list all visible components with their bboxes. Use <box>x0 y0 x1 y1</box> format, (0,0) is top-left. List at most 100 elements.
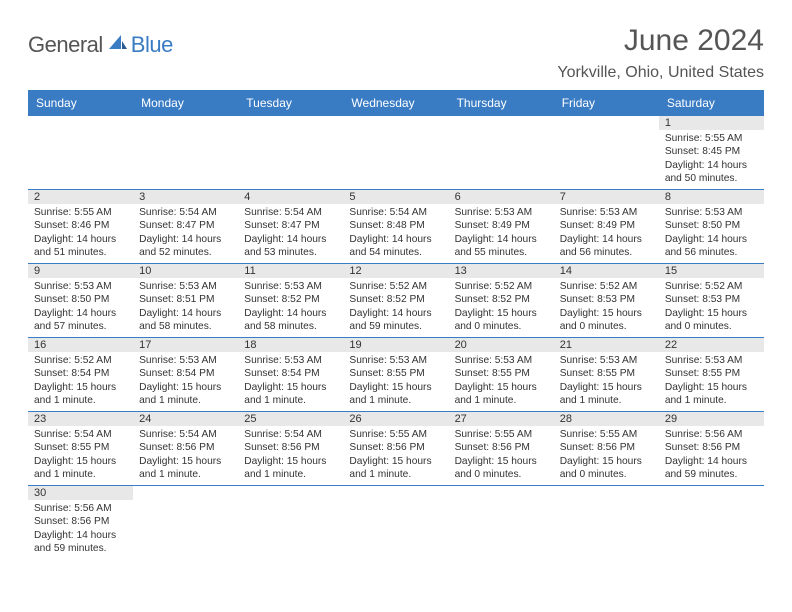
day-cell: 16Sunrise: 5:52 AMSunset: 8:54 PMDayligh… <box>28 338 133 411</box>
daylight-text: and 59 minutes. <box>665 468 758 481</box>
daylight-text: and 0 minutes. <box>455 320 548 333</box>
day-number <box>343 116 448 130</box>
day-number <box>449 116 554 130</box>
day-number <box>659 486 764 500</box>
day-number: 9 <box>28 264 133 278</box>
sunset-text: Sunset: 8:56 PM <box>665 441 758 454</box>
day-cell: 4Sunrise: 5:54 AMSunset: 8:47 PMDaylight… <box>238 190 343 263</box>
daylight-text: and 1 minute. <box>455 394 548 407</box>
location: Yorkville, Ohio, United States <box>557 64 764 82</box>
day-cell <box>133 116 238 189</box>
sunrise-text: Sunrise: 5:55 AM <box>349 428 442 441</box>
day-details: Sunrise: 5:53 AMSunset: 8:55 PMDaylight:… <box>343 352 448 411</box>
sunrise-text: Sunrise: 5:53 AM <box>560 354 653 367</box>
day-details <box>554 500 659 558</box>
day-details: Sunrise: 5:54 AMSunset: 8:48 PMDaylight:… <box>343 204 448 263</box>
daylight-text: and 57 minutes. <box>34 320 127 333</box>
daylight-text: Daylight: 15 hours <box>244 455 337 468</box>
day-number: 13 <box>449 264 554 278</box>
sunset-text: Sunset: 8:56 PM <box>34 515 127 528</box>
week-row: 9Sunrise: 5:53 AMSunset: 8:50 PMDaylight… <box>28 264 764 338</box>
day-number: 6 <box>449 190 554 204</box>
daylight-text: and 1 minute. <box>349 394 442 407</box>
daylight-text: and 1 minute. <box>139 394 232 407</box>
day-number: 8 <box>659 190 764 204</box>
day-cell: 14Sunrise: 5:52 AMSunset: 8:53 PMDayligh… <box>554 264 659 337</box>
day-cell: 23Sunrise: 5:54 AMSunset: 8:55 PMDayligh… <box>28 412 133 485</box>
day-number <box>554 486 659 500</box>
sunset-text: Sunset: 8:54 PM <box>139 367 232 380</box>
sunrise-text: Sunrise: 5:53 AM <box>244 280 337 293</box>
day-details: Sunrise: 5:54 AMSunset: 8:47 PMDaylight:… <box>133 204 238 263</box>
sunset-text: Sunset: 8:55 PM <box>349 367 442 380</box>
day-cell <box>449 486 554 559</box>
day-details: Sunrise: 5:53 AMSunset: 8:54 PMDaylight:… <box>238 352 343 411</box>
day-details: Sunrise: 5:55 AMSunset: 8:56 PMDaylight:… <box>449 426 554 485</box>
daylight-text: and 1 minute. <box>34 468 127 481</box>
day-number: 5 <box>343 190 448 204</box>
daylight-text: and 1 minute. <box>349 468 442 481</box>
daylight-text: Daylight: 15 hours <box>139 381 232 394</box>
day-details <box>133 500 238 558</box>
daylight-text: and 0 minutes. <box>455 468 548 481</box>
day-cell <box>28 116 133 189</box>
day-details: Sunrise: 5:53 AMSunset: 8:55 PMDaylight:… <box>554 352 659 411</box>
weekday-header: Thursday <box>449 90 554 116</box>
calendar: Sunday Monday Tuesday Wednesday Thursday… <box>28 90 764 559</box>
day-cell: 21Sunrise: 5:53 AMSunset: 8:55 PMDayligh… <box>554 338 659 411</box>
day-details: Sunrise: 5:53 AMSunset: 8:49 PMDaylight:… <box>449 204 554 263</box>
weekday-row: Sunday Monday Tuesday Wednesday Thursday… <box>28 90 764 116</box>
day-cell: 18Sunrise: 5:53 AMSunset: 8:54 PMDayligh… <box>238 338 343 411</box>
sunrise-text: Sunrise: 5:55 AM <box>560 428 653 441</box>
daylight-text: Daylight: 14 hours <box>665 159 758 172</box>
daylight-text: and 50 minutes. <box>665 172 758 185</box>
sunrise-text: Sunrise: 5:53 AM <box>34 280 127 293</box>
daylight-text: Daylight: 15 hours <box>560 381 653 394</box>
day-details <box>238 500 343 558</box>
daylight-text: and 52 minutes. <box>139 246 232 259</box>
day-cell: 26Sunrise: 5:55 AMSunset: 8:56 PMDayligh… <box>343 412 448 485</box>
weekday-header: Friday <box>554 90 659 116</box>
day-details <box>343 500 448 558</box>
day-cell: 2Sunrise: 5:55 AMSunset: 8:46 PMDaylight… <box>28 190 133 263</box>
daylight-text: and 55 minutes. <box>455 246 548 259</box>
day-details: Sunrise: 5:52 AMSunset: 8:53 PMDaylight:… <box>659 278 764 337</box>
sunset-text: Sunset: 8:47 PM <box>244 219 337 232</box>
sunset-text: Sunset: 8:46 PM <box>34 219 127 232</box>
day-cell: 12Sunrise: 5:52 AMSunset: 8:52 PMDayligh… <box>343 264 448 337</box>
daylight-text: Daylight: 14 hours <box>665 455 758 468</box>
day-cell: 22Sunrise: 5:53 AMSunset: 8:55 PMDayligh… <box>659 338 764 411</box>
sunset-text: Sunset: 8:45 PM <box>665 145 758 158</box>
day-details: Sunrise: 5:54 AMSunset: 8:47 PMDaylight:… <box>238 204 343 263</box>
week-row: 16Sunrise: 5:52 AMSunset: 8:54 PMDayligh… <box>28 338 764 412</box>
day-number <box>449 486 554 500</box>
logo-text-general: General <box>28 32 103 58</box>
sunrise-text: Sunrise: 5:53 AM <box>665 206 758 219</box>
daylight-text: Daylight: 14 hours <box>34 233 127 246</box>
daylight-text: Daylight: 14 hours <box>349 233 442 246</box>
sunrise-text: Sunrise: 5:53 AM <box>665 354 758 367</box>
sunset-text: Sunset: 8:52 PM <box>349 293 442 306</box>
sunrise-text: Sunrise: 5:53 AM <box>455 206 548 219</box>
day-number <box>238 116 343 130</box>
day-number: 12 <box>343 264 448 278</box>
daylight-text: and 51 minutes. <box>34 246 127 259</box>
sunset-text: Sunset: 8:53 PM <box>560 293 653 306</box>
sunset-text: Sunset: 8:56 PM <box>455 441 548 454</box>
day-details: Sunrise: 5:54 AMSunset: 8:56 PMDaylight:… <box>238 426 343 485</box>
day-number: 17 <box>133 338 238 352</box>
sunrise-text: Sunrise: 5:54 AM <box>244 206 337 219</box>
sunrise-text: Sunrise: 5:54 AM <box>349 206 442 219</box>
daylight-text: and 53 minutes. <box>244 246 337 259</box>
sunset-text: Sunset: 8:55 PM <box>34 441 127 454</box>
daylight-text: and 1 minute. <box>560 394 653 407</box>
day-details: Sunrise: 5:52 AMSunset: 8:53 PMDaylight:… <box>554 278 659 337</box>
daylight-text: and 1 minute. <box>665 394 758 407</box>
day-details: Sunrise: 5:52 AMSunset: 8:52 PMDaylight:… <box>343 278 448 337</box>
day-cell <box>343 116 448 189</box>
day-cell <box>554 116 659 189</box>
sunset-text: Sunset: 8:53 PM <box>665 293 758 306</box>
daylight-text: and 1 minute. <box>244 394 337 407</box>
day-details: Sunrise: 5:54 AMSunset: 8:56 PMDaylight:… <box>133 426 238 485</box>
day-cell: 24Sunrise: 5:54 AMSunset: 8:56 PMDayligh… <box>133 412 238 485</box>
